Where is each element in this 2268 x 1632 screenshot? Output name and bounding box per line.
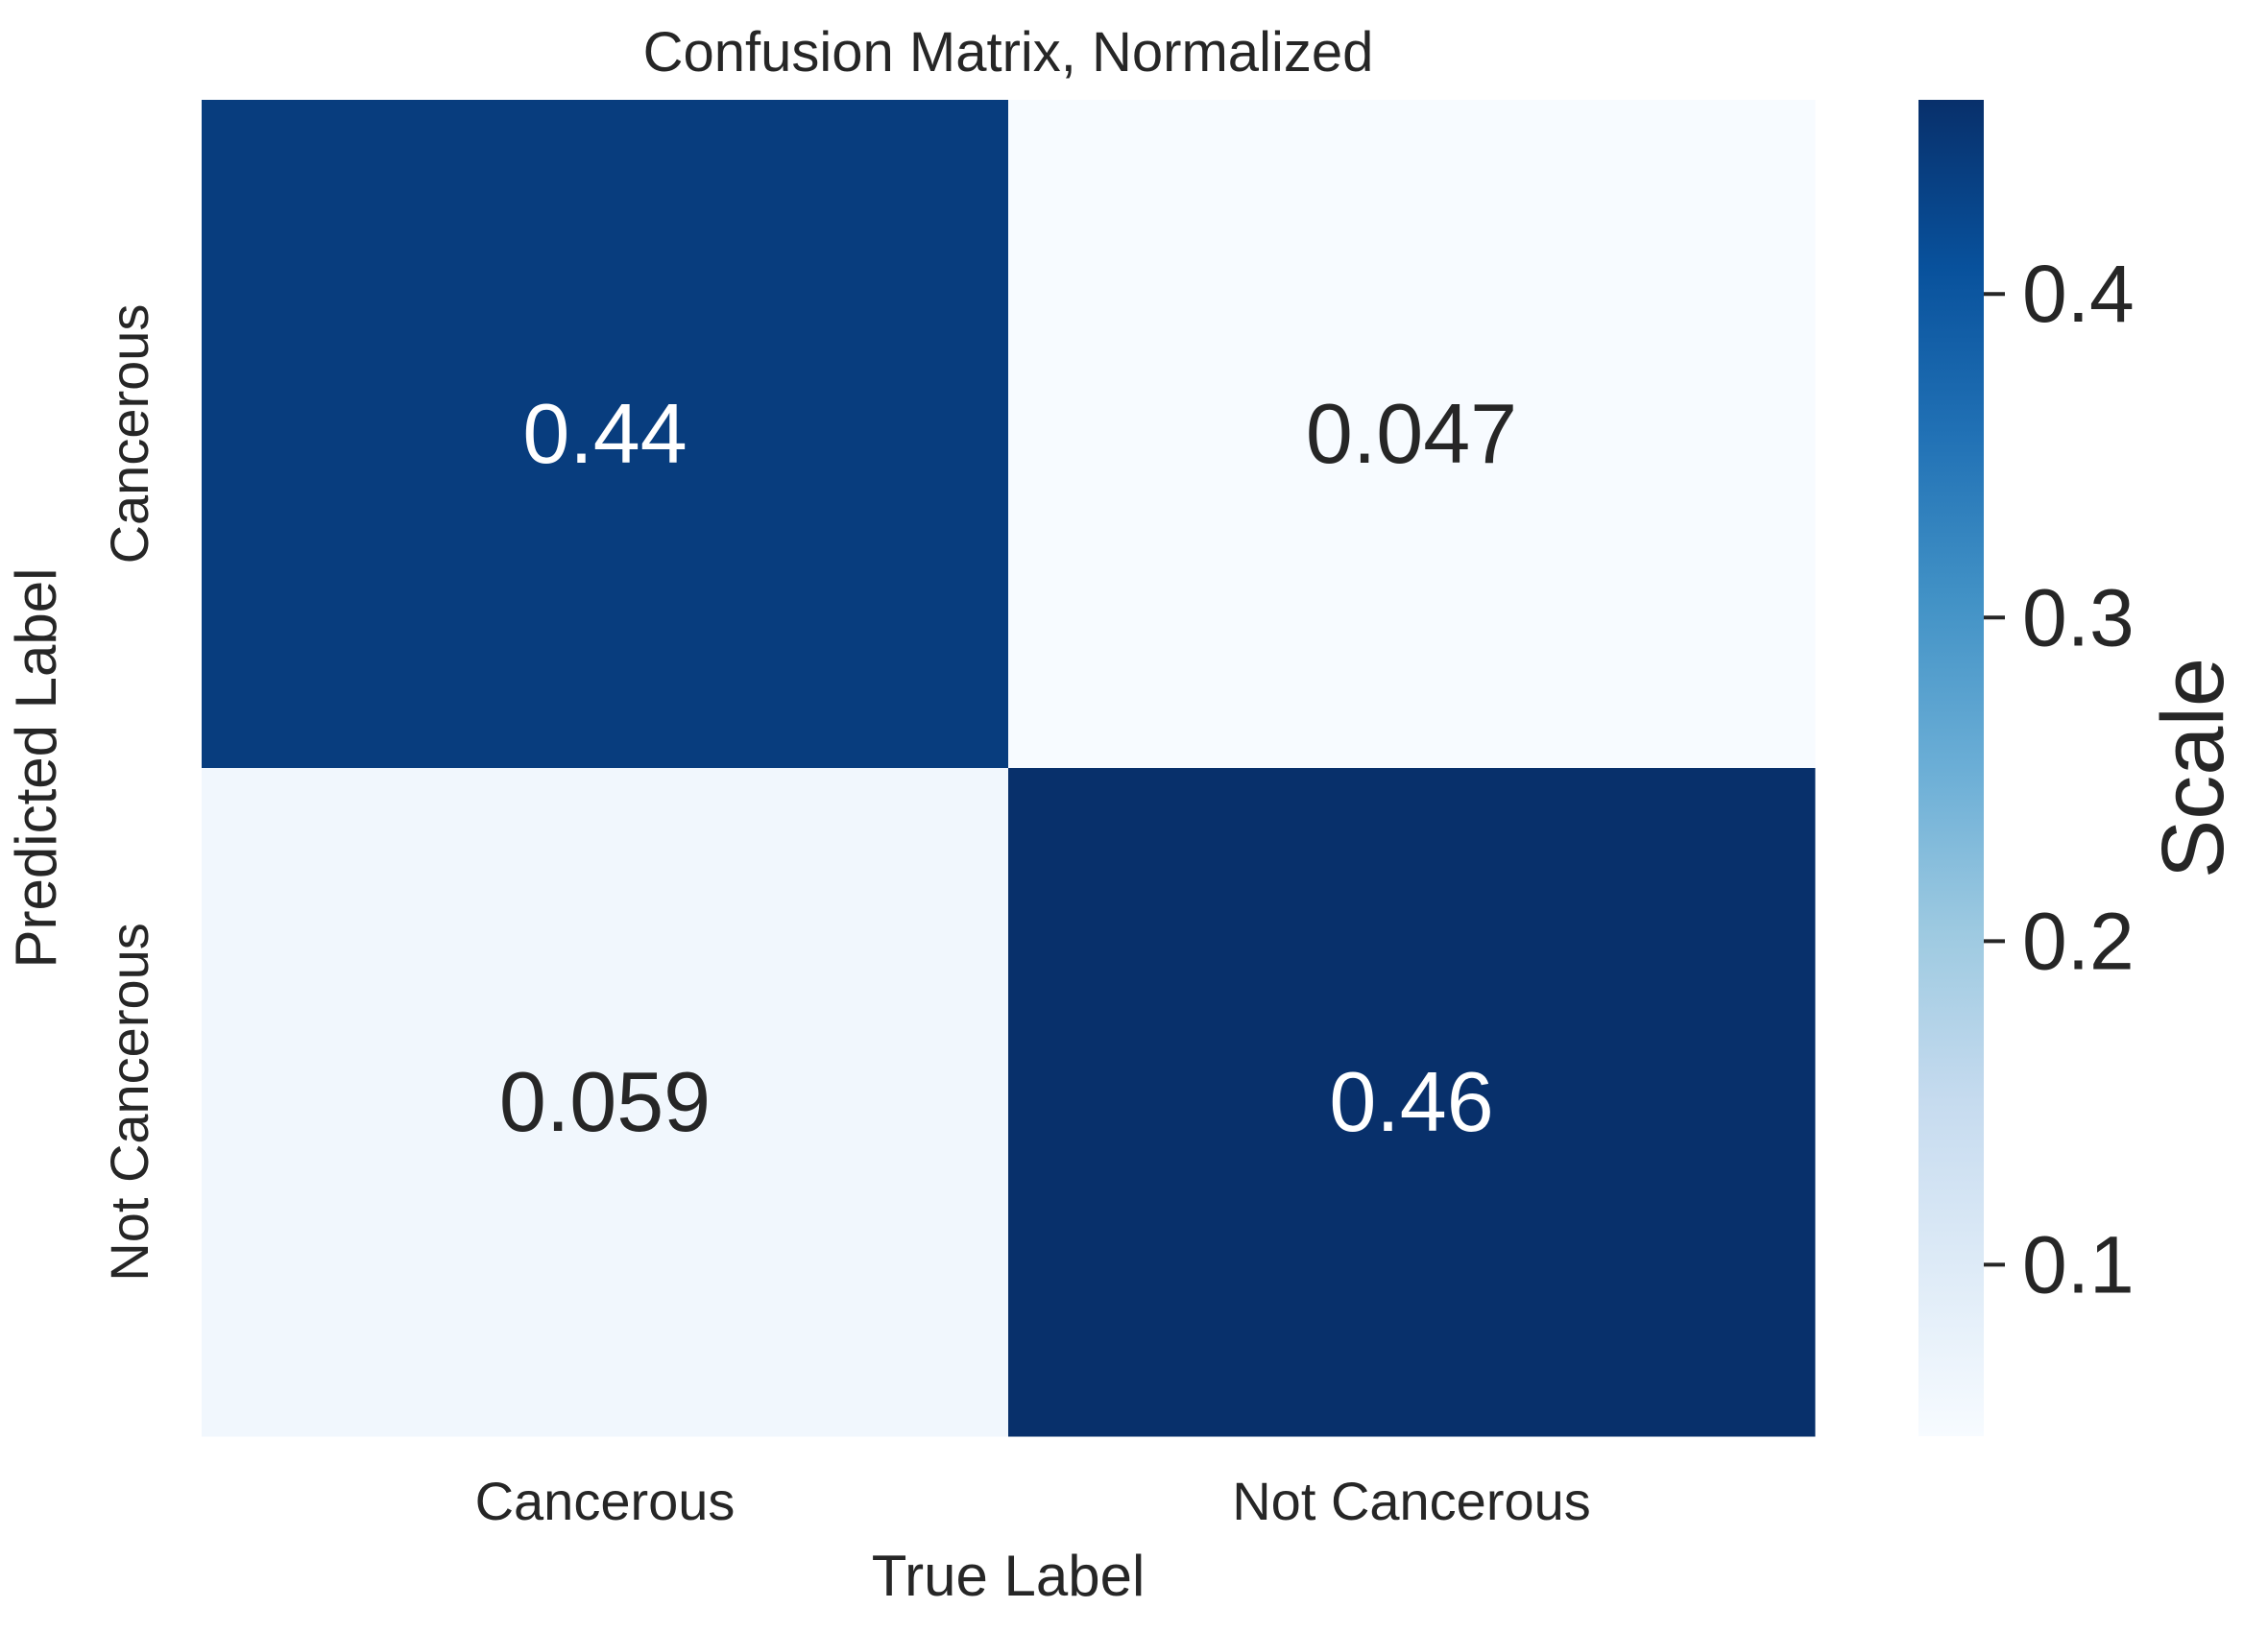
colorbar-tick-label: 0.4	[2022, 249, 2135, 339]
heatmap-cells: 0.44 0.047 0.059 0.46	[202, 100, 1816, 1437]
cell-value-0-0: 0.44	[522, 386, 687, 481]
colorbar	[1918, 100, 1984, 1436]
heatmap-cell-1-1	[1008, 768, 1816, 1437]
heatmap-cell-0-0	[202, 100, 1009, 769]
colorbar-label: Scale	[2144, 658, 2242, 878]
colorbar-tick-label: 0.1	[2022, 1219, 2135, 1309]
colorbar-tick-label: 0.3	[2022, 572, 2135, 662]
x-axis-label: True Label	[872, 1544, 1146, 1608]
y-tick-label: Cancerous	[99, 304, 159, 564]
y-tick-labels: Cancerous Not Cancerous	[99, 304, 159, 1282]
y-tick-label: Not Cancerous	[99, 923, 159, 1282]
colorbar-ticks: 0.1 0.2 0.3 0.4	[1984, 249, 2135, 1309]
heatmap-cell-1-0	[202, 768, 1009, 1437]
x-tick-labels: Cancerous Not Cancerous	[475, 1471, 1591, 1531]
cell-value-1-1: 0.46	[1329, 1054, 1493, 1149]
colorbar-tick-label: 0.2	[2022, 896, 2135, 986]
cell-value-0-1: 0.047	[1306, 386, 1517, 481]
heatmap-cell-0-1	[1008, 100, 1816, 769]
cell-value-1-0: 0.059	[499, 1054, 711, 1149]
chart-title: Confusion Matrix, Normalized	[643, 21, 1374, 84]
x-tick-label: Cancerous	[475, 1471, 736, 1531]
x-tick-label: Not Cancerous	[1232, 1471, 1591, 1531]
y-axis-label: Predicted Label	[4, 568, 68, 969]
